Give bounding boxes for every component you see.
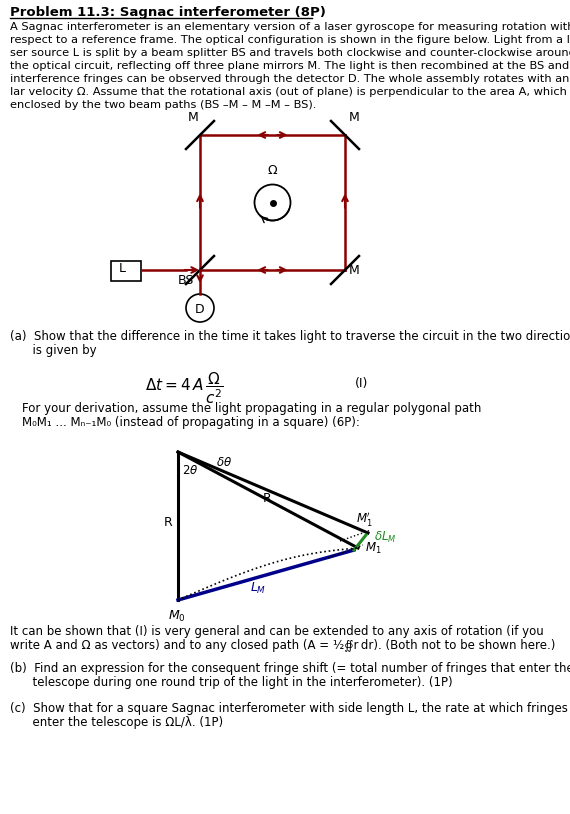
Text: Ω: Ω [267,164,277,177]
FancyBboxPatch shape [111,261,141,281]
Text: M: M [349,111,360,124]
Text: M₀M₁ ... Mₙ₋₁M₀ (instead of propagating in a square) (6P):: M₀M₁ ... Mₙ₋₁M₀ (instead of propagating … [22,416,360,429]
Text: (b)  Find an expression for the consequent fringe shift (= total number of fring: (b) Find an expression for the consequen… [10,662,570,675]
Text: M: M [188,111,199,124]
Text: (a)  Show that the difference in the time it takes light to traverse the circuit: (a) Show that the difference in the time… [10,330,570,343]
Text: lar velocity Ω. Assume that the rotational axis (out of plane) is perpendicular : lar velocity Ω. Assume that the rotation… [10,87,570,97]
Text: the optical circuit, reflecting off three plane mirrors M. The light is then rec: the optical circuit, reflecting off thre… [10,61,569,71]
Text: R: R [164,516,173,529]
Text: (I): (I) [355,377,368,390]
Text: ser source L is split by a beam splitter BS and travels both clockwise and count: ser source L is split by a beam splitter… [10,48,570,58]
Text: For your derivation, assume the light propagating in a regular polygonal path: For your derivation, assume the light pr… [22,402,482,415]
Text: (c)  Show that for a square Sagnac interferometer with side length L, the rate a: (c) Show that for a square Sagnac interf… [10,702,568,715]
Text: R: R [263,492,272,505]
Text: $\Delta t = 4\,A\,\dfrac{\Omega}{c^2}$: $\Delta t = 4\,A\,\dfrac{\Omega}{c^2}$ [145,370,223,405]
Text: A Sagnac interferometer is an elementary version of a laser gyroscope for measur: A Sagnac interferometer is an elementary… [10,22,570,32]
Text: interference fringes can be observed through the detector D. The whole assembly : interference fringes can be observed thr… [10,74,570,84]
Text: telescope during one round trip of the light in the interferometer). (1P): telescope during one round trip of the l… [10,676,453,689]
Text: M: M [349,264,360,277]
Text: $M_0$: $M_0$ [168,609,186,624]
Text: enter the telescope is ΩL/λ. (1P): enter the telescope is ΩL/λ. (1P) [10,716,223,729]
Text: $M_1'$: $M_1'$ [356,510,373,528]
Text: D: D [195,303,205,316]
Text: $\delta\theta$: $\delta\theta$ [216,456,232,469]
Text: Problem 11.3: Sagnac interferometer (8P): Problem 11.3: Sagnac interferometer (8P) [10,6,326,19]
Text: $L_M$: $L_M$ [250,581,266,596]
Text: $2\theta$: $2\theta$ [182,464,198,477]
Text: enclosed by the two beam paths (BS –M – M –M – BS).: enclosed by the two beam paths (BS –M – … [10,100,316,110]
Text: $M_1$: $M_1$ [365,541,382,556]
Text: $\delta L_M$: $\delta L_M$ [374,530,397,545]
Text: It can be shown that (I) is very general and can be extended to any axis of rota: It can be shown that (I) is very general… [10,625,544,638]
Text: write A and Ω as vectors) and to any closed path (A = ½∯r dr). (Both not to be s: write A and Ω as vectors) and to any clo… [10,639,555,652]
Text: BS: BS [178,274,194,287]
Text: respect to a reference frame. The optical configuration is shown in the figure b: respect to a reference frame. The optica… [10,35,570,45]
Text: L: L [119,262,126,275]
Text: is given by: is given by [10,344,97,357]
